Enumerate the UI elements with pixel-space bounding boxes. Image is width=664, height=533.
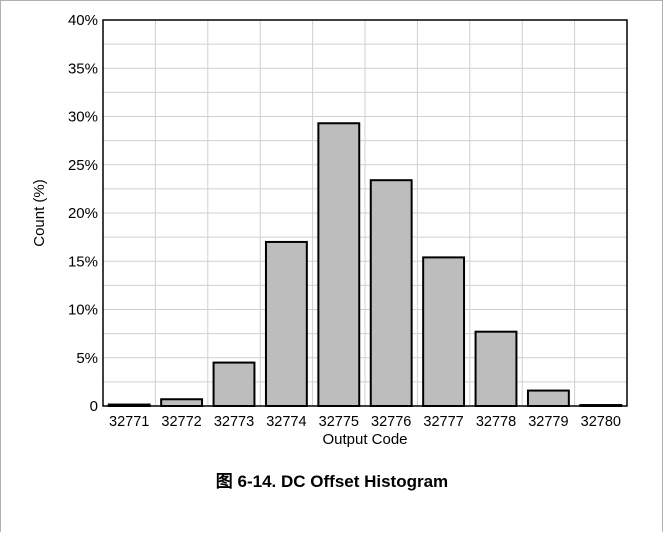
y-tick-label: 20% (68, 205, 98, 222)
y-tick-label: 15% (68, 253, 98, 270)
x-axis-label: Output Code (322, 431, 407, 448)
x-tick-label: 32777 (423, 414, 463, 430)
x-tick-label: 32771 (109, 414, 149, 430)
y-tick-label: 40% (68, 12, 98, 29)
y-tick-label: 35% (68, 60, 98, 77)
x-tick-label: 32772 (161, 414, 201, 430)
histogram-chart: 0 5% 10% 15% 20% 25% 30% 35% 40% 32771 32772 32773… (31, 12, 628, 448)
x-tick-label: 32780 (581, 414, 621, 430)
figure-caption: 图 6-14. DC Offset Histogram (215, 472, 449, 491)
bar-32774 (264, 240, 308, 407)
x-tick-label: 32776 (371, 414, 411, 430)
y-tick-label: 30% (68, 109, 98, 126)
x-tick-label: 32778 (476, 414, 516, 430)
y-axis-label: Count (%) (31, 179, 48, 247)
bar-32772 (160, 398, 204, 407)
y-tick-label: 5% (76, 350, 98, 367)
x-tick-label: 32779 (528, 414, 568, 430)
y-tick-label: 0 (90, 398, 98, 415)
x-tick-labels: 32771 32772 32773 32774 32775 32776 32777 32778… (109, 414, 621, 430)
x-tick-label: 32774 (266, 414, 306, 430)
y-tick-labels: 0 5% 10% 15% 20% 25% 30% 35% 40% (68, 12, 98, 415)
plot-border (102, 19, 628, 407)
bar-32777 (422, 256, 466, 408)
x-tick-label: 32775 (319, 414, 359, 430)
grid (103, 19, 627, 407)
bar-32773 (212, 361, 256, 408)
bar-32775 (317, 122, 361, 407)
bar-32778 (474, 330, 518, 408)
y-tick-label: 10% (68, 302, 98, 319)
bar-32779 (526, 389, 570, 407)
x-tick-label: 32773 (214, 414, 254, 430)
bar-32776 (369, 179, 413, 407)
y-tick-label: 25% (68, 157, 98, 174)
